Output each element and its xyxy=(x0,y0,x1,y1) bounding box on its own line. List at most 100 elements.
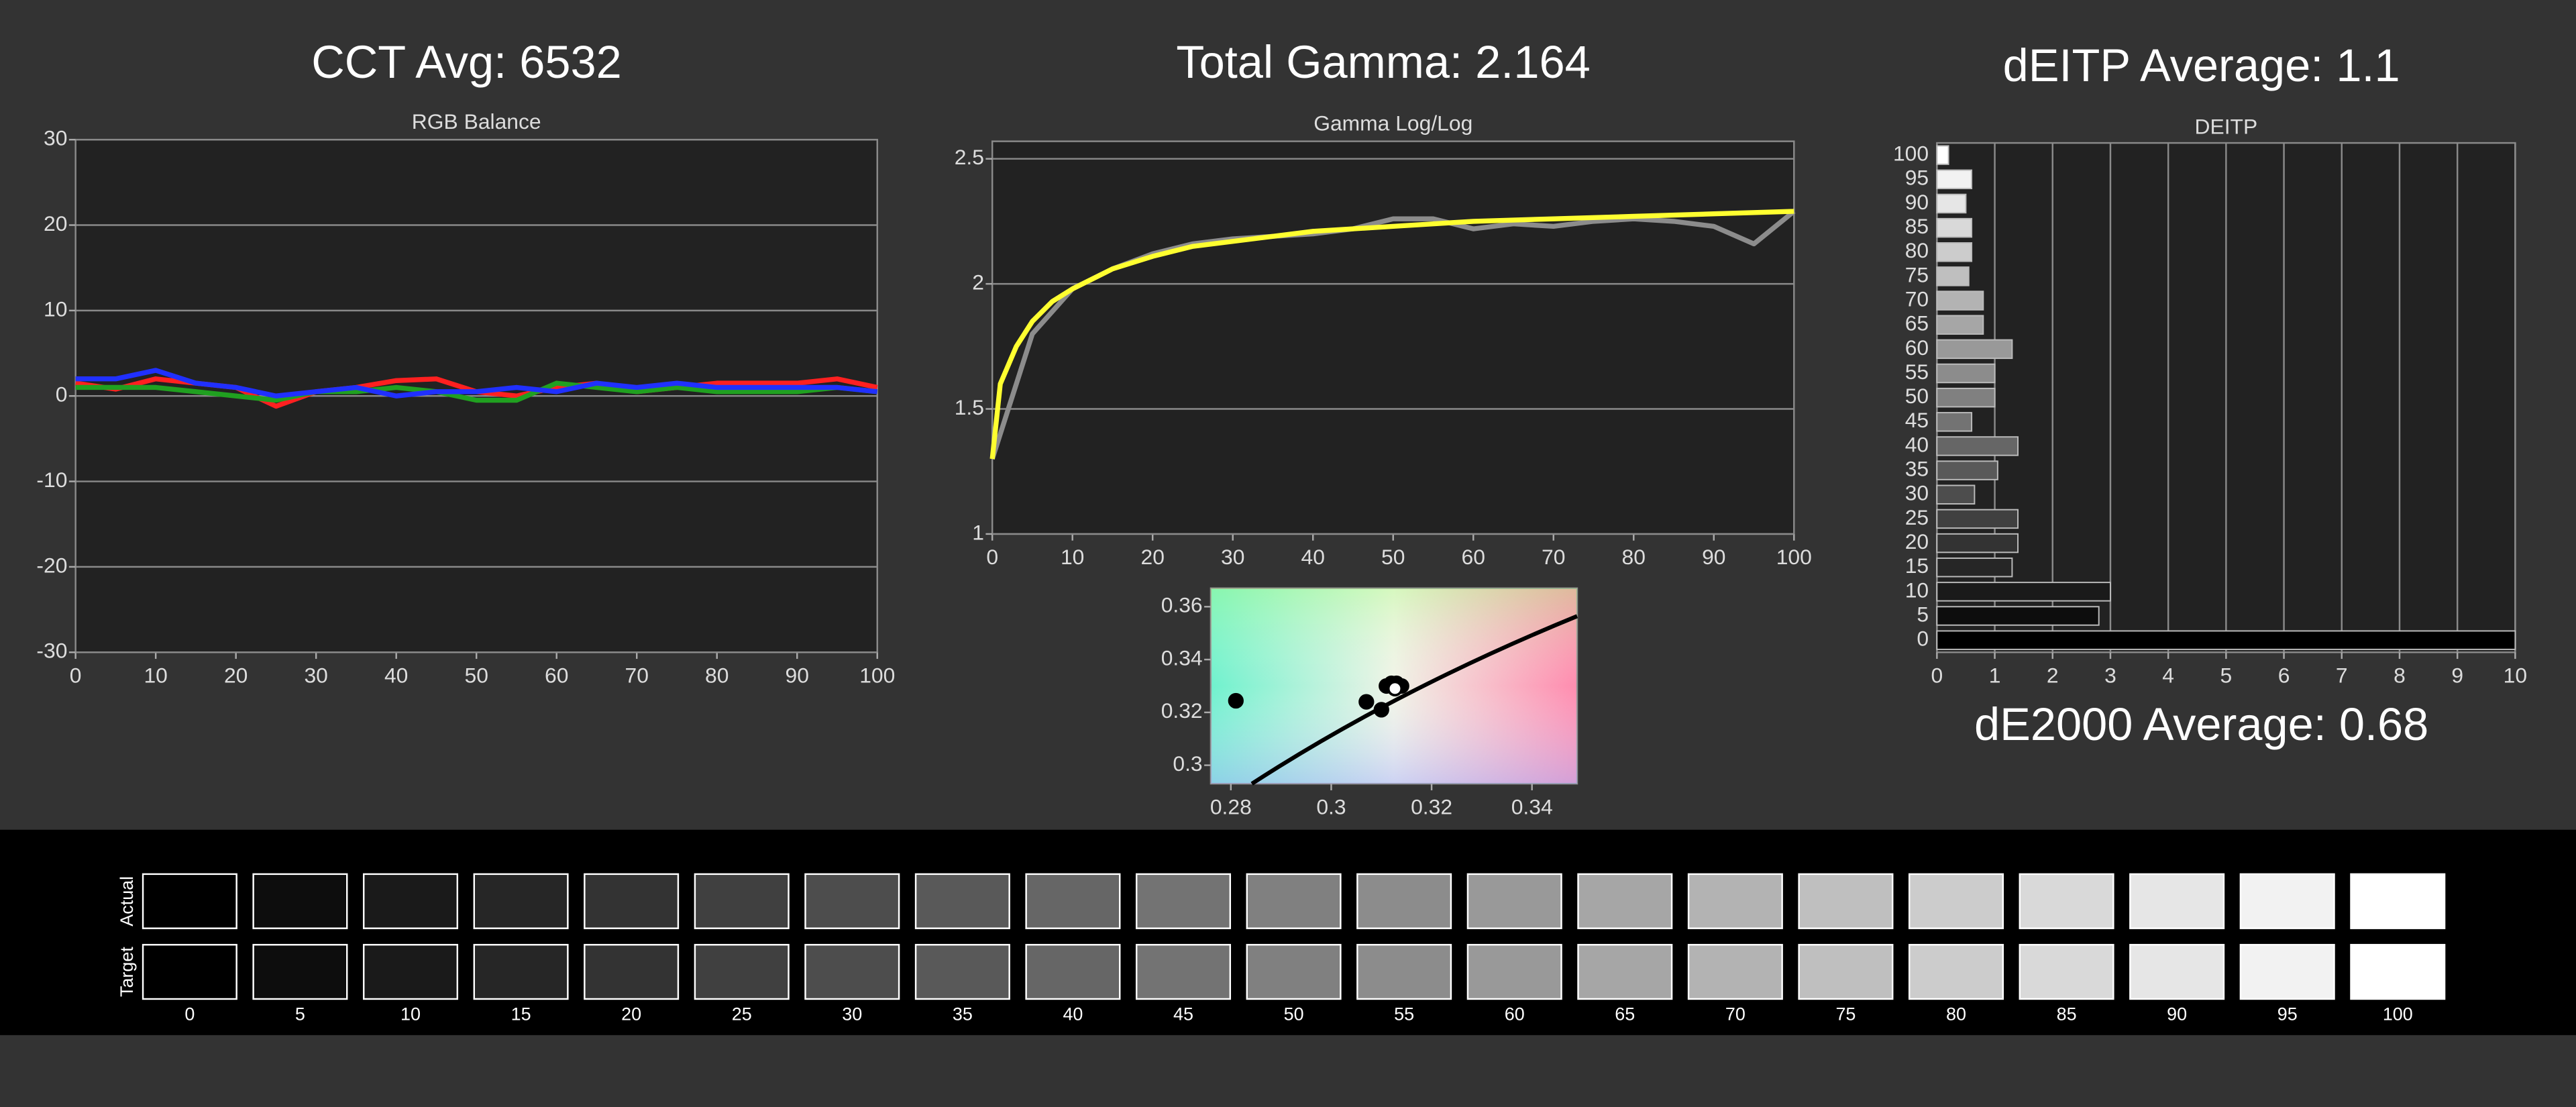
x-tick-label: 0.34 xyxy=(1511,794,1553,819)
x-tick-label: 40 xyxy=(384,663,408,687)
chart-footer: dE2000 Average: 0.68 xyxy=(1974,698,2428,750)
x-tick-label: 100 xyxy=(1776,545,1812,569)
x-tick-label: 60 xyxy=(1462,545,1485,569)
swatch xyxy=(142,943,237,1000)
y-tick-label: 10 xyxy=(1905,578,1929,602)
x-tick-label: 3 xyxy=(2104,663,2116,687)
swatch xyxy=(252,943,348,1000)
swatch xyxy=(914,943,1010,1000)
x-tick-label: 9 xyxy=(2451,663,2463,687)
x-tick-label: 70 xyxy=(625,663,649,687)
row-label: Target xyxy=(117,947,137,997)
chart-title: RGB Balance xyxy=(412,109,541,134)
y-tick-label: 15 xyxy=(1905,554,1929,578)
y-tick-label: 0 xyxy=(56,382,68,407)
level-label: 5 xyxy=(295,1004,305,1024)
swatch xyxy=(584,873,680,929)
swatch xyxy=(584,943,680,1000)
y-tick-label: 10 xyxy=(44,297,67,321)
y-tick-label: 60 xyxy=(1905,335,1929,360)
bar xyxy=(1936,582,2111,602)
bar xyxy=(1936,363,1996,384)
y-tick-label: 20 xyxy=(44,211,67,235)
y-tick-label: 2.5 xyxy=(955,145,984,169)
bar xyxy=(1936,217,1973,238)
level-label: 25 xyxy=(732,1004,752,1024)
bar xyxy=(1936,533,2019,554)
x-tick-label: 0.28 xyxy=(1210,794,1252,819)
x-tick-label: 50 xyxy=(1381,545,1405,569)
y-tick-label: 45 xyxy=(1905,408,1929,432)
x-tick-label: 90 xyxy=(786,663,809,687)
y-tick-label: 1 xyxy=(972,520,984,544)
swatch xyxy=(1135,873,1232,929)
y-tick-label: 5 xyxy=(1917,602,1929,626)
x-tick-label: 10 xyxy=(2504,663,2527,687)
point xyxy=(1373,702,1389,718)
swatch xyxy=(1687,873,1783,929)
swatch xyxy=(1577,943,1673,1000)
bar xyxy=(1936,606,2100,626)
level-label: 50 xyxy=(1284,1004,1304,1024)
point xyxy=(1228,692,1244,709)
series-line xyxy=(989,209,1794,460)
bar xyxy=(1936,145,1949,165)
y-tick-label: 90 xyxy=(1905,190,1929,214)
x-tick-label: 4 xyxy=(2162,663,2174,687)
level-label: 35 xyxy=(953,1004,973,1024)
y-tick-label: 100 xyxy=(1893,142,1929,166)
bar xyxy=(1936,484,1976,505)
level-label: 100 xyxy=(2383,1004,2413,1024)
y-tick-label: 0.32 xyxy=(1161,698,1203,723)
y-tick-label: 95 xyxy=(1905,166,1929,190)
x-tick-label: 0 xyxy=(986,545,998,569)
swatch xyxy=(1025,873,1121,929)
bar xyxy=(1936,630,2516,650)
series-line xyxy=(75,380,878,403)
bar xyxy=(1936,436,2019,456)
level-label: 40 xyxy=(1063,1004,1083,1024)
swatch xyxy=(1135,943,1232,1000)
swatch xyxy=(2239,943,2335,1000)
level-label: 80 xyxy=(1946,1004,1966,1024)
bar xyxy=(1936,509,2019,529)
swatch xyxy=(804,943,900,1000)
swatch xyxy=(362,873,459,929)
bar xyxy=(1936,242,1973,262)
level-label: 70 xyxy=(1725,1004,1746,1024)
swatch xyxy=(1908,873,2004,929)
chart-header: Total Gamma: 2.164 xyxy=(1176,36,1590,88)
swatch xyxy=(1466,943,1562,1000)
x-tick-label: 1 xyxy=(1989,663,2001,687)
swatch xyxy=(1798,943,1894,1000)
swatch xyxy=(2239,873,2335,929)
level-label: 10 xyxy=(400,1004,421,1024)
bar xyxy=(1936,412,1973,432)
x-tick-label: 6 xyxy=(2278,663,2290,687)
level-label: 55 xyxy=(1394,1004,1414,1024)
plot-area xyxy=(991,140,1795,535)
bar xyxy=(1936,557,2013,578)
y-tick-label: 80 xyxy=(1905,238,1929,262)
level-label: 90 xyxy=(2167,1004,2187,1024)
swatch xyxy=(1025,943,1121,1000)
planckian-locus xyxy=(1250,614,1578,786)
x-tick-label: 30 xyxy=(1221,545,1244,569)
x-tick-label: 40 xyxy=(1301,545,1325,569)
swatch xyxy=(1577,873,1673,929)
chart-header: CCT Avg: 6532 xyxy=(311,36,621,88)
y-tick-label: 0.3 xyxy=(1173,751,1202,776)
swatch xyxy=(2350,873,2446,929)
bar xyxy=(1936,315,1984,335)
swatch xyxy=(2019,943,2114,1000)
swatch xyxy=(142,873,237,929)
level-label: 30 xyxy=(842,1004,862,1024)
y-tick-label: 50 xyxy=(1905,384,1929,408)
x-tick-label: 0.3 xyxy=(1316,794,1346,819)
x-tick-label: 20 xyxy=(1141,545,1165,569)
level-label: 0 xyxy=(184,1004,195,1024)
x-tick-label: 0 xyxy=(1931,663,1943,687)
y-tick-label: 0.36 xyxy=(1161,593,1203,617)
swatch-strip xyxy=(0,829,2576,1035)
